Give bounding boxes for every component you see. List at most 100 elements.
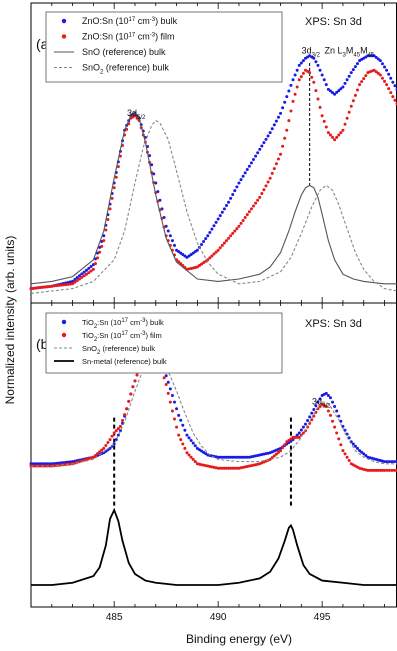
data-point-zno-sn-10 [270, 127, 274, 131]
data-point-tio [45, 462, 49, 466]
data-point-zno-sn-10 [312, 56, 316, 60]
data-point-tio [243, 455, 247, 459]
legend-entry-part-sup2: -3 [150, 33, 156, 39]
data-point-zno-sn-10 [345, 116, 349, 120]
data-point-zno-sn-10 [378, 59, 382, 63]
data-point-zno-sn-10 [318, 68, 322, 72]
data-point-tio [82, 458, 86, 462]
data-point-tio [383, 460, 387, 464]
legend-entry-part-sub: 2 [97, 350, 101, 356]
data-point-tio [347, 459, 351, 463]
series-line-sno [31, 355, 397, 467]
data-point-zno-sn-10 [218, 246, 222, 250]
data-point-zno-sn-10 [237, 181, 241, 185]
data-point-tio [229, 455, 233, 459]
data-point-tio [314, 404, 318, 408]
data-point-tio [222, 466, 226, 470]
data-point-zno-sn-10 [320, 114, 324, 118]
data-point-zno-sn-10 [264, 137, 268, 141]
data-point-zno-sn-10 [36, 286, 40, 290]
data-point-zno-sn-10 [231, 193, 235, 197]
data-point-zno-sn-10 [125, 127, 129, 131]
data-point-zno-sn-10 [96, 256, 100, 260]
data-point-tio [301, 425, 305, 429]
data-point-zno-sn-10 [150, 163, 154, 167]
data-point-tio [339, 443, 343, 447]
data-point-zno-sn-10 [80, 272, 84, 276]
data-point-tio [281, 446, 285, 450]
data-point-tio [326, 394, 330, 398]
data-point-tio [227, 466, 231, 470]
annotation-sub: 5/2 [137, 115, 146, 121]
data-point-zno-sn-10 [110, 196, 114, 200]
data-point-tio [312, 407, 316, 411]
data-point-zno-sn-10 [274, 119, 278, 123]
data-point-tio [328, 413, 332, 417]
data-point-zno-sn-10 [341, 128, 345, 132]
legend-entry-part-name4: ) film [145, 331, 161, 340]
data-point-tio [100, 448, 104, 452]
data-point-tio [89, 456, 93, 460]
legend-entry-part-name2: cm [135, 16, 150, 26]
data-point-zno-sn-10 [308, 71, 312, 75]
data-point-tio [78, 460, 82, 464]
data-point-tio [343, 428, 347, 432]
annotation-label3: M [360, 45, 368, 55]
legend-entry-part-name: TiO [82, 331, 94, 340]
data-point-zno-sn-10 [345, 78, 349, 82]
legend-entry-part-name2: (reference) bulk [103, 63, 169, 73]
data-point-tio [224, 455, 228, 459]
data-point-tio [181, 442, 185, 446]
data-point-tio [172, 417, 176, 421]
data-point-tio [318, 397, 322, 401]
data-point-tio [324, 391, 328, 395]
data-point-tio [306, 418, 310, 422]
data-point-zno-sn-10 [351, 68, 355, 72]
data-point-zno-sn-10 [82, 270, 86, 274]
data-point-tio [162, 376, 166, 380]
data-point-tio [187, 453, 191, 457]
data-point-zno-sn-10 [212, 252, 216, 256]
data-point-tio [52, 464, 56, 468]
data-point-tio [47, 464, 51, 468]
panel-title: XPS: Sn 3d [305, 318, 362, 330]
data-point-tio [168, 387, 172, 391]
data-point-tio [185, 451, 189, 455]
data-point-tio [71, 460, 75, 464]
data-point-tio [343, 452, 347, 456]
data-point-zno-sn-10 [78, 277, 82, 281]
data-point-tio [235, 466, 239, 470]
legend-box [45, 11, 283, 83]
data-point-zno-sn-10 [266, 180, 270, 184]
data-point-zno-sn-10 [364, 74, 368, 78]
data-point-zno-sn-10 [210, 254, 214, 258]
annotation-label: 3d [312, 396, 322, 406]
data-point-zno-sn-10 [299, 61, 303, 65]
data-point-tio [52, 462, 56, 466]
legend-entry-part-name: ZnO:Sn (10 [82, 32, 129, 42]
data-point-zno-sn-10 [326, 87, 330, 91]
annotation-label: 3d [127, 108, 137, 118]
data-point-tio [41, 462, 45, 466]
data-point-tio [227, 455, 231, 459]
data-point-zno-sn-10 [235, 185, 239, 189]
panel-title: XPS: Sn 3d [305, 16, 362, 28]
data-point-tio [274, 452, 278, 456]
data-point-zno-sn-10 [380, 76, 384, 80]
data-point-tio [183, 428, 187, 432]
x-tick-label: 485 [106, 612, 123, 623]
data-point-tio [293, 435, 297, 439]
data-point-tio [364, 454, 368, 458]
data-point-tio [36, 462, 40, 466]
data-point-zno-sn-10 [38, 286, 42, 290]
data-point-zno-sn-10 [166, 229, 170, 233]
data-point-zno-sn-10 [335, 90, 339, 94]
data-point-zno-sn-10 [355, 88, 359, 92]
data-point-zno-sn-10 [108, 207, 112, 211]
data-point-zno-sn-10 [258, 195, 262, 199]
data-point-tio [388, 460, 392, 464]
data-point-zno-sn-10 [239, 221, 243, 225]
data-point-tio [191, 457, 195, 461]
data-point-zno-sn-10 [260, 144, 264, 148]
data-point-zno-sn-10 [214, 220, 218, 224]
